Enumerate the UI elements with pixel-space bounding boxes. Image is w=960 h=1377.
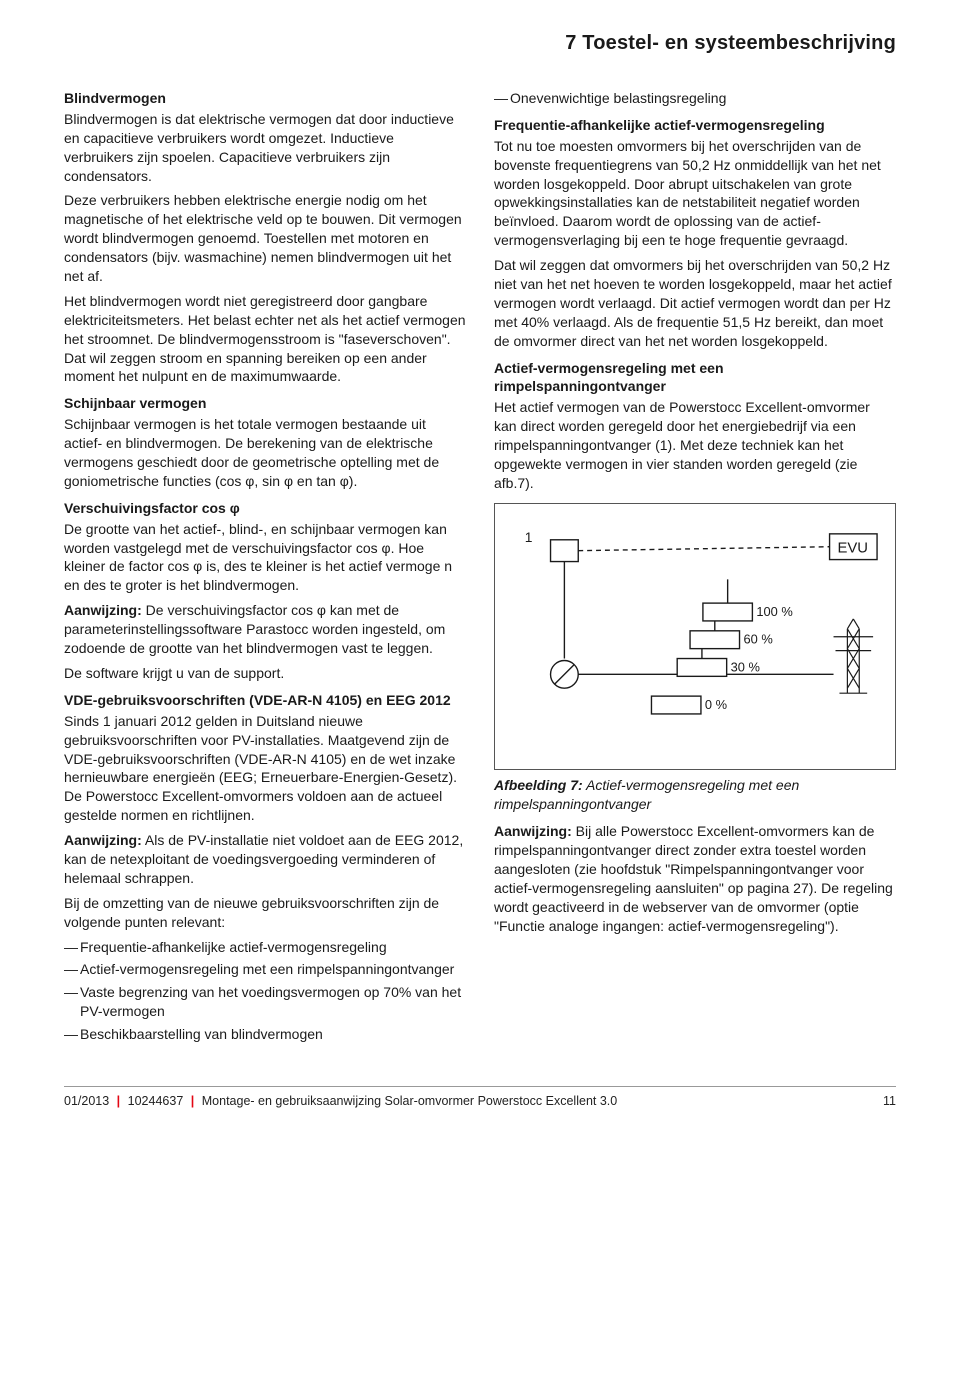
footer-title: Montage- en gebruiksaanwijzing Solar-omv…: [202, 1094, 617, 1108]
section-heading: Verschuivingsfactor cos φ: [64, 499, 466, 518]
chapter-title: 7 Toestel- en systeembeschrijving: [64, 30, 896, 57]
note-paragraph: Aanwijzing: De verschuivingsfactor cos φ…: [64, 601, 466, 658]
two-column-layout: Blindvermogen Blindvermogen is dat elekt…: [64, 81, 896, 1050]
note-paragraph: Aanwijzing: Als de PV-installatie niet v…: [64, 831, 466, 888]
label-100: 100 %: [756, 604, 792, 619]
label-0: 0 %: [705, 697, 727, 712]
section-heading: Actief-vermogensregeling met een rimpels…: [494, 359, 896, 397]
left-column: Blindvermogen Blindvermogen is dat elekt…: [64, 81, 466, 1050]
note-paragraph: Aanwijzing: Bij alle Powerstocc Excellen…: [494, 822, 896, 935]
list-item: Onevenwichtige belastingsregeling: [494, 89, 896, 108]
page-footer: 01/2013 | 10244637 | Montage- en gebruik…: [64, 1086, 896, 1110]
footer-left: 01/2013 | 10244637 | Montage- en gebruik…: [64, 1093, 617, 1110]
right-column: Onevenwichtige belastingsregeling Freque…: [494, 81, 896, 1050]
section-heading: Frequentie-afhankelijke actief-vermogens…: [494, 116, 896, 135]
figure-caption: Afbeelding 7: Actief-vermogensregeling m…: [494, 776, 896, 814]
body-paragraph: Tot nu toe moesten omvormers bij het ove…: [494, 137, 896, 250]
body-paragraph: De software krijgt u van de support.: [64, 664, 466, 683]
label-60: 60 %: [743, 631, 772, 646]
figure-box: 1 EVU: [494, 503, 896, 771]
body-paragraph: Schijnbaar vermogen is het totale vermog…: [64, 415, 466, 491]
note-text: Bij alle Powerstocc Excellent-omvormers …: [494, 823, 893, 933]
footer-artno: 10244637: [128, 1094, 184, 1108]
bullet-list: Frequentie-afhankelijke actief-vermogens…: [64, 938, 466, 1044]
note-label: Aanwijzing:: [64, 602, 142, 618]
list-item: Beschikbaarstelling van blindvermogen: [64, 1025, 466, 1044]
footer-date: 01/2013: [64, 1094, 109, 1108]
list-item: Vaste begrenzing van het voedingsvermoge…: [64, 983, 466, 1021]
callout-1: 1: [525, 529, 533, 545]
page-number: 11: [883, 1093, 896, 1110]
note-label: Aanwijzing:: [494, 823, 572, 839]
section-heading: VDE-gebruiksvoorschriften (VDE-AR-N 4105…: [64, 691, 466, 710]
body-paragraph: Blindvermogen is dat elektrische vermoge…: [64, 110, 466, 186]
section-heading: Blindvermogen: [64, 89, 466, 108]
separator-icon: |: [187, 1094, 199, 1108]
label-30: 30 %: [731, 659, 760, 674]
body-paragraph: Bij de omzetting van de nieuwe gebruiksv…: [64, 894, 466, 932]
body-paragraph: Het actief vermogen van de Powerstocc Ex…: [494, 398, 896, 492]
list-item: Frequentie-afhankelijke actief-vermogens…: [64, 938, 466, 957]
note-label: Aanwijzing:: [64, 832, 142, 848]
diagram-svg: 1 EVU: [507, 520, 883, 748]
figure-7: 1 EVU: [494, 503, 896, 814]
separator-icon: |: [113, 1094, 125, 1108]
section-heading: Schijnbaar vermogen: [64, 394, 466, 413]
list-item: Actief-vermogensregeling met een rimpels…: [64, 960, 466, 979]
evu-label: EVU: [837, 540, 868, 556]
body-paragraph: Sinds 1 januari 2012 gelden in Duitsland…: [64, 712, 466, 825]
body-paragraph: Dat wil zeggen dat omvormers bij het ove…: [494, 256, 896, 350]
body-paragraph: Het blindvermogen wordt niet geregistree…: [64, 292, 466, 386]
figure-caption-label: Afbeelding 7:: [494, 777, 583, 793]
body-paragraph: De grootte van het actief-, blind-, en s…: [64, 520, 466, 596]
body-paragraph: Deze verbruikers hebben elektrische ener…: [64, 191, 466, 285]
bullet-list: Onevenwichtige belastingsregeling: [494, 89, 896, 108]
